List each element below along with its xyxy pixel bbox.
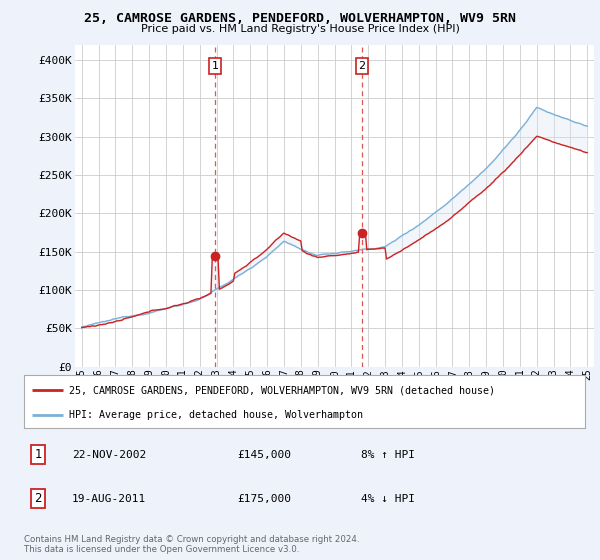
Text: Price paid vs. HM Land Registry's House Price Index (HPI): Price paid vs. HM Land Registry's House … [140,24,460,34]
Text: £145,000: £145,000 [237,450,291,460]
Text: £175,000: £175,000 [237,493,291,503]
Text: 25, CAMROSE GARDENS, PENDEFORD, WOLVERHAMPTON, WV9 5RN: 25, CAMROSE GARDENS, PENDEFORD, WOLVERHA… [84,12,516,25]
Text: 19-AUG-2011: 19-AUG-2011 [71,493,146,503]
Text: 1: 1 [212,61,218,71]
Text: 1: 1 [34,448,42,461]
Text: HPI: Average price, detached house, Wolverhampton: HPI: Average price, detached house, Wolv… [69,410,363,420]
Text: 25, CAMROSE GARDENS, PENDEFORD, WOLVERHAMPTON, WV9 5RN (detached house): 25, CAMROSE GARDENS, PENDEFORD, WOLVERHA… [69,385,495,395]
Text: 2: 2 [34,492,42,505]
Text: 22-NOV-2002: 22-NOV-2002 [71,450,146,460]
Text: 4% ↓ HPI: 4% ↓ HPI [361,493,415,503]
Text: 2: 2 [358,61,365,71]
Text: Contains HM Land Registry data © Crown copyright and database right 2024.
This d: Contains HM Land Registry data © Crown c… [24,535,359,554]
Text: 8% ↑ HPI: 8% ↑ HPI [361,450,415,460]
